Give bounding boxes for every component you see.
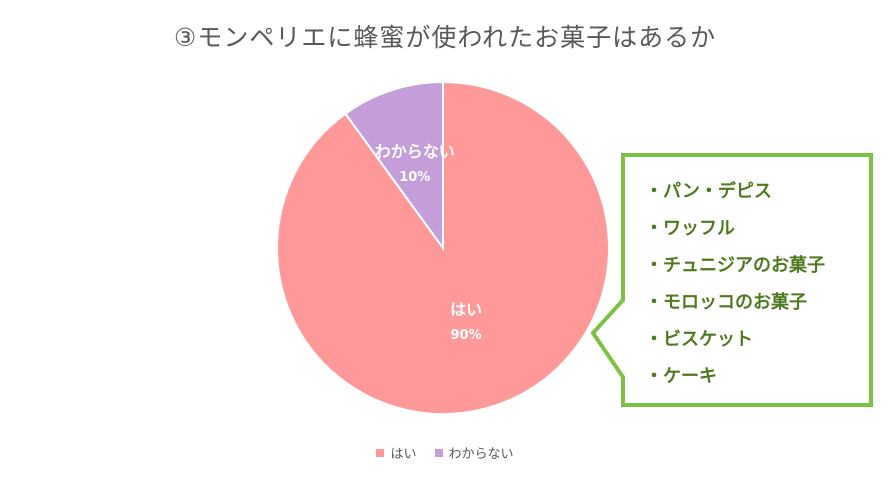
callout-item: ・ワッフル: [645, 218, 735, 239]
legend-label-yes: はい: [390, 447, 417, 462]
callout-item: ・ケーキ: [645, 366, 717, 387]
legend-item-unknown: わからない: [434, 443, 514, 462]
callout-item: ・モロッコのお菓子: [645, 291, 807, 313]
legend-swatch-unknown: [434, 448, 443, 457]
slice-value-unknown: 10%: [399, 170, 430, 185]
slice-label-yes: はい: [450, 300, 482, 319]
slice-value-yes: 90%: [451, 328, 482, 343]
slice-label-unknown: わからない: [375, 142, 455, 161]
callout-item: ・ビスケット: [645, 329, 753, 350]
legend-item-yes: はい: [376, 443, 417, 462]
legend-swatch-yes: [376, 448, 385, 457]
callout-item: ・パン・デピス: [645, 180, 772, 202]
callout-box: [590, 153, 873, 407]
chart-title: ③モンペリエに蜂蜜が使われたお菓子はあるか: [173, 23, 717, 52]
callout-item: ・チュニジアのお菓子: [645, 254, 825, 276]
legend: はい わからない: [0, 443, 890, 462]
pie-slice-unknown: [344, 80, 444, 252]
legend-label-unknown: わからない: [448, 447, 514, 462]
